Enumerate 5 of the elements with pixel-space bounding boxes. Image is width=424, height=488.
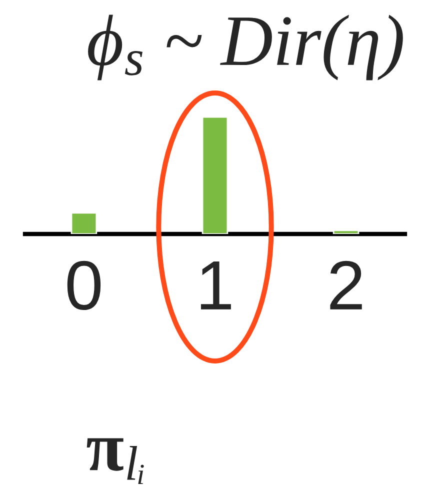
text: π$_{lᵢ}$	[86, 438, 144, 484]
x-tick-label: 0	[67, 260, 101, 310]
chart-title: ϕ$_{s}$ ~ Dir(η)	[88, 14, 403, 80]
x-tick-label: 2	[330, 260, 362, 310]
x-tick-label: 1	[200, 262, 231, 310]
